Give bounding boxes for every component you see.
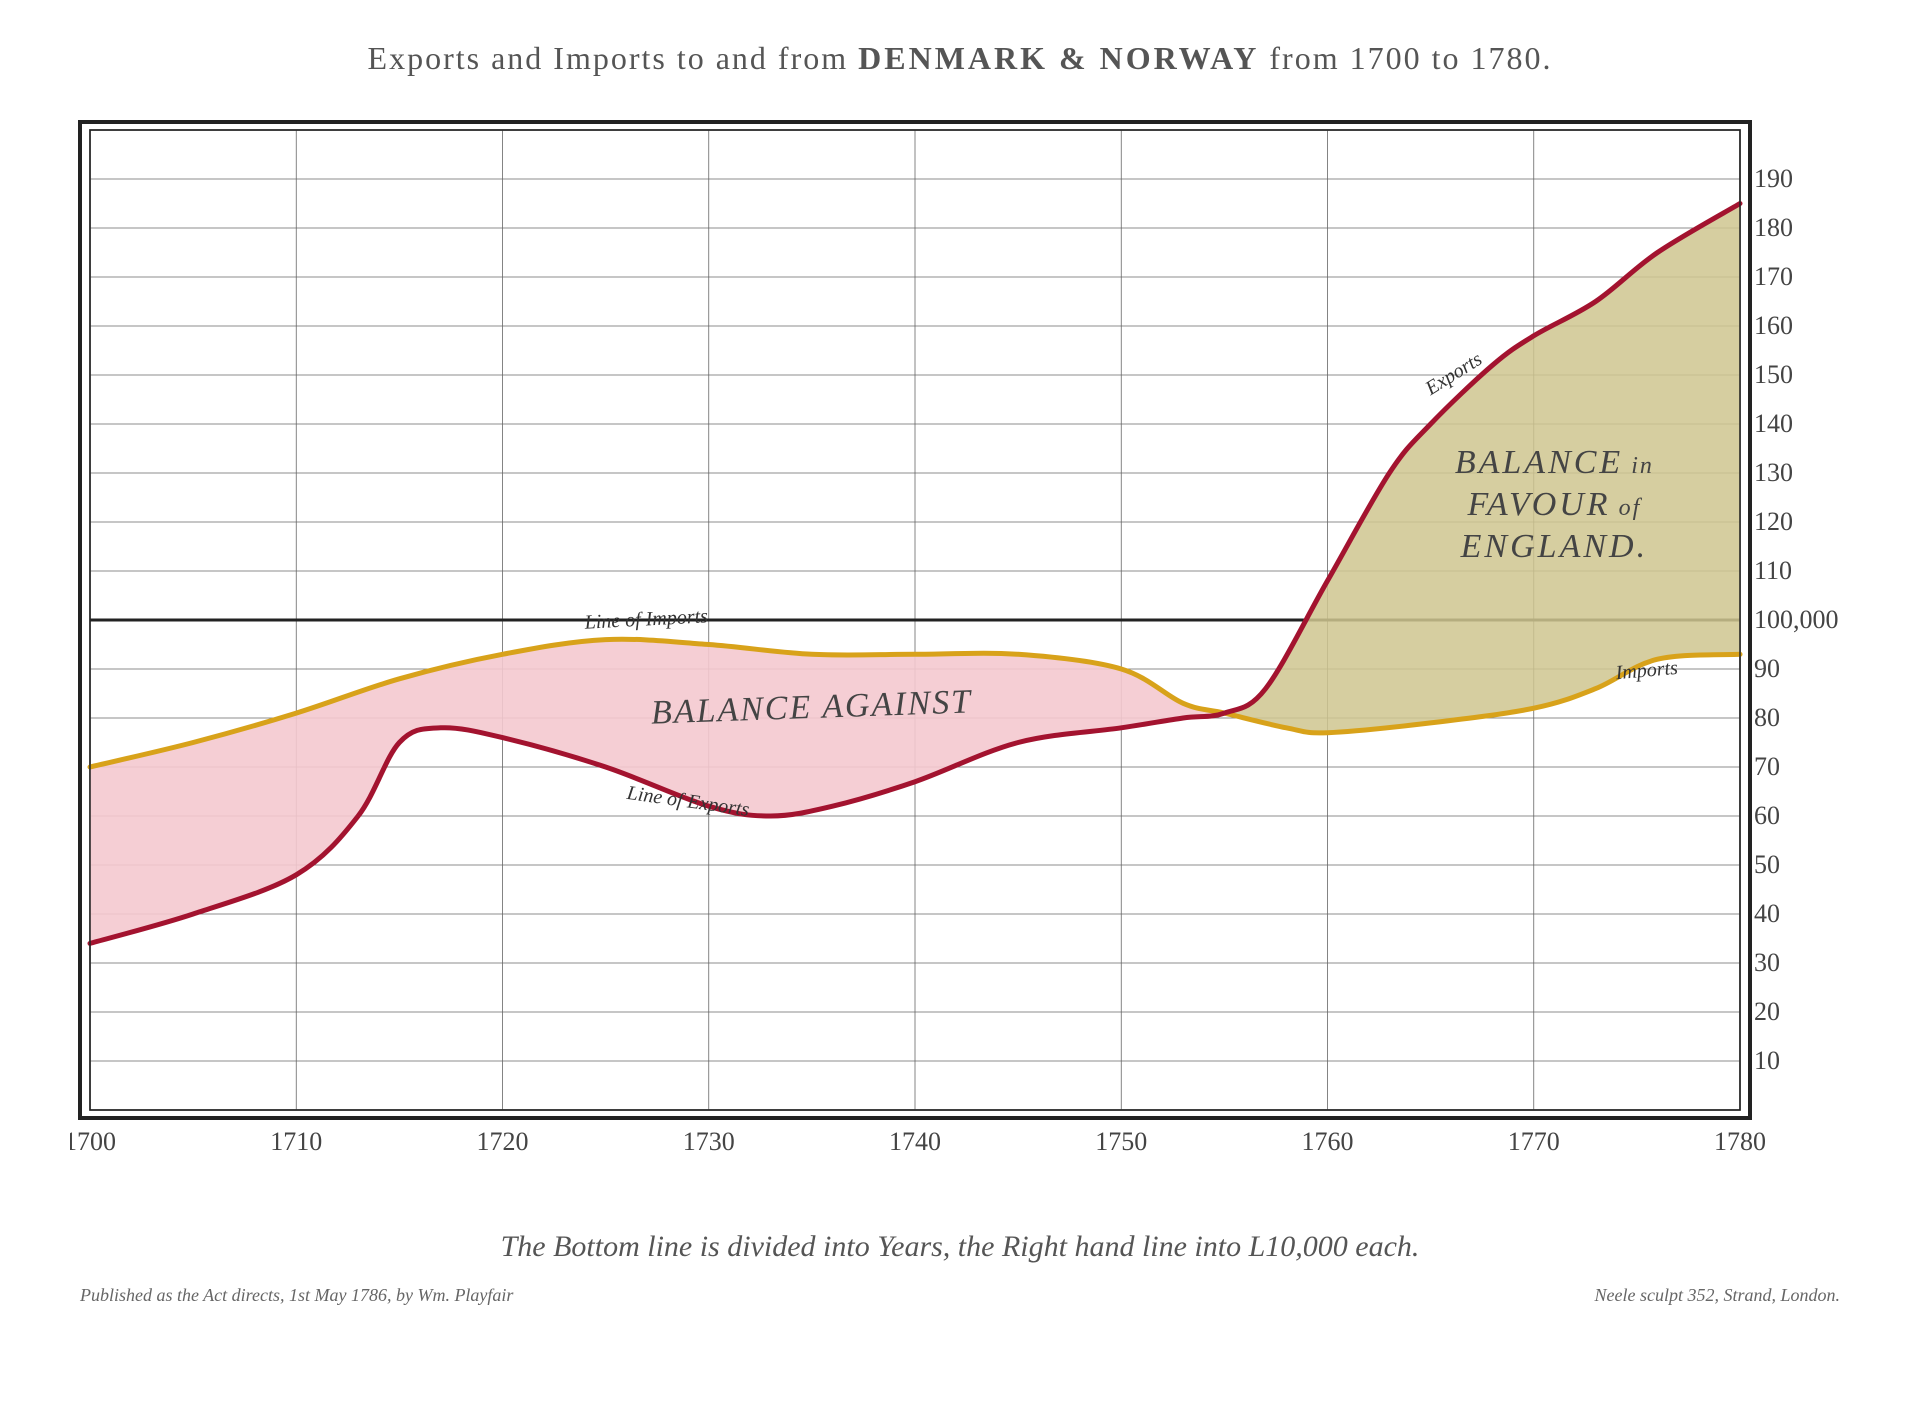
playfair-chart-page: Exports and Imports to and from DENMARK …: [0, 0, 1920, 1418]
y-tick-label: 70: [1754, 752, 1780, 781]
chart-title: Exports and Imports to and from DENMARK …: [0, 40, 1920, 77]
x-tick-label: 1770: [1508, 1127, 1560, 1156]
x-tick-label: 1700: [70, 1127, 116, 1156]
y-tick-label: 140: [1754, 409, 1793, 438]
y-tick-label: 120: [1754, 507, 1793, 536]
x-tick-label: 1760: [1302, 1127, 1354, 1156]
x-tick-label: 1710: [270, 1127, 322, 1156]
y-tick-label: 20: [1754, 997, 1780, 1026]
title-part3: from 1700 to 1780.: [1259, 40, 1552, 76]
chart-area: 1700 1710 1720 1730 1740 1750 1760 1770 1780 10 20…: [70, 120, 1850, 1180]
title-part1: Exports and Imports to and from: [368, 40, 859, 76]
y-tick-label: 10: [1754, 1046, 1780, 1075]
y-tick-label: 60: [1754, 801, 1780, 830]
publisher-note-left: Published as the Act directs, 1st May 17…: [80, 1285, 513, 1306]
y-tick-label: 80: [1754, 703, 1780, 732]
y-tick-label: 110: [1754, 556, 1792, 585]
chart-svg: 1700 1710 1720 1730 1740 1750 1760 1770 1780 10 20…: [70, 120, 1850, 1180]
y-tick-label: 130: [1754, 458, 1793, 487]
title-part2: DENMARK & NORWAY: [858, 40, 1259, 76]
y-tick-label: 190: [1754, 164, 1793, 193]
y-tick-label-major: 100,000: [1754, 605, 1839, 634]
x-tick-label: 1720: [477, 1127, 529, 1156]
y-tick-label: 30: [1754, 948, 1780, 977]
x-tick-label: 1740: [889, 1127, 941, 1156]
x-tick-label: 1750: [1095, 1127, 1147, 1156]
x-tick-label: 1730: [683, 1127, 735, 1156]
y-tick-label: 150: [1754, 360, 1793, 389]
y-tick-label: 40: [1754, 899, 1780, 928]
y-tick-label: 180: [1754, 213, 1793, 242]
y-tick-label: 160: [1754, 311, 1793, 340]
y-tick-label: 50: [1754, 850, 1780, 879]
publisher-note-right: Neele sculpt 352, Strand, London.: [1595, 1285, 1841, 1306]
x-tick-label: 1780: [1714, 1127, 1766, 1156]
bottom-caption: The Bottom line is divided into Years, t…: [0, 1230, 1920, 1264]
y-tick-label: 90: [1754, 654, 1780, 683]
y-tick-label: 170: [1754, 262, 1793, 291]
label-balance-favour-3: ENGLAND.: [1460, 528, 1648, 565]
